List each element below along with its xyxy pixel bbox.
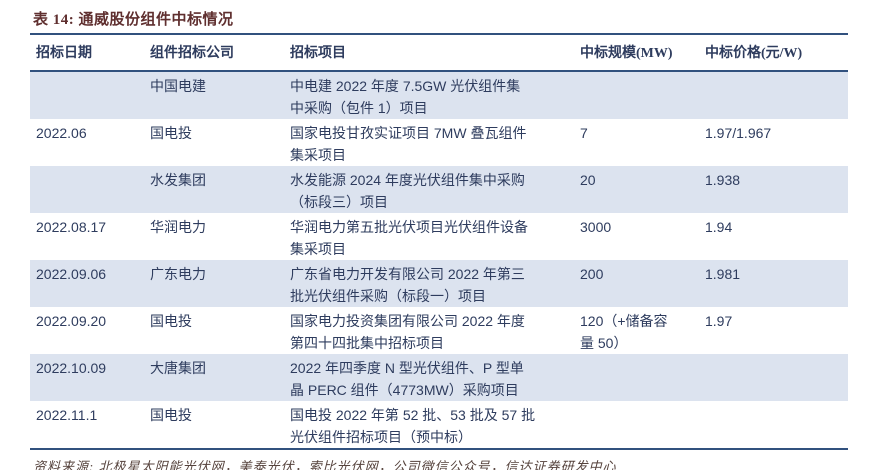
col-header-project: 招标项目	[290, 46, 346, 61]
cell-company: 国电投	[150, 407, 192, 423]
cell-bid-date: 2022.06	[36, 125, 87, 141]
cell-price	[705, 404, 854, 448]
cell-company: 水发集团	[150, 172, 206, 188]
cell-scale	[580, 357, 705, 401]
source-note: 资料来源: 北极星太阳能光伏网，美泰光伏，索比光伏网，公司微信公众号，信达证券研…	[33, 459, 617, 470]
cell-price: 1.97	[705, 313, 733, 329]
table-row: 2022.10.09 大唐集团 2022 年四季度 N 型光伏组件、P 型单 晶…	[30, 354, 848, 401]
cell-scale: 200	[580, 266, 604, 282]
cell-company: 国电投	[150, 313, 192, 329]
cell-company: 广东电力	[150, 266, 206, 282]
cell-price: 1.981	[705, 266, 741, 282]
cell-project: 水发能源 2024 年度光伏组件集中采购 （标段三）项目	[290, 172, 525, 210]
cell-project: 国家电力投资集团有限公司 2022 年度 第四十四批集中招标项目	[290, 313, 525, 351]
cell-company: 华润电力	[150, 219, 206, 235]
cell-scale: 120（+储备容 量 50）	[580, 313, 668, 351]
cell-bid-date	[36, 169, 150, 213]
cell-project: 国电投 2022 年第 52 批、53 批及 57 批 光伏组件招标项目（预中标…	[290, 407, 536, 445]
table-row: 水发集团 水发能源 2024 年度光伏组件集中采购 （标段三）项目 20 1.9…	[30, 166, 848, 213]
table-row: 2022.09.06 广东电力 广东省电力开发有限公司 2022 年第三 批光伏…	[30, 260, 848, 307]
title-underline	[30, 33, 848, 35]
cell-bid-date: 2022.08.17	[36, 219, 107, 235]
cell-company: 大唐集团	[150, 360, 206, 376]
cell-bid-date: 2022.10.09	[36, 360, 107, 376]
table-row: 中国电建 中电建 2022 年度 7.5GW 光伏组件集 中采购（包件 1）项目	[30, 72, 848, 119]
cell-scale	[580, 404, 705, 448]
table-row: 2022.06 国电投 国家电投甘孜实证项目 7MW 叠瓦组件 集采项目 7 1…	[30, 119, 848, 166]
cell-company: 中国电建	[150, 78, 206, 94]
cell-scale	[580, 75, 705, 119]
cell-company: 国电投	[150, 125, 192, 141]
cell-bid-date: 2022.09.06	[36, 266, 107, 282]
cell-project: 国家电投甘孜实证项目 7MW 叠瓦组件 集采项目	[290, 125, 527, 163]
table-row: 2022.11.1 国电投 国电投 2022 年第 52 批、53 批及 57 …	[30, 401, 848, 448]
col-header-scale-mw: 中标规模(MW)	[580, 46, 673, 61]
cell-scale: 3000	[580, 219, 612, 235]
cell-price: 1.97/1.967	[705, 125, 772, 141]
col-header-company: 组件招标公司	[150, 46, 234, 61]
table-bottom-border	[30, 448, 848, 450]
cell-bid-date: 2022.11.1	[36, 407, 98, 423]
col-header-bid-date: 招标日期	[36, 46, 92, 61]
cell-project: 华润电力第五批光伏项目光伏组件设备 集采项目	[290, 219, 528, 257]
cell-bid-date: 2022.09.20	[36, 313, 107, 329]
cell-price	[705, 75, 854, 119]
cell-price: 1.94	[705, 219, 733, 235]
cell-scale: 7	[580, 125, 588, 141]
table-row: 2022.09.20 国电投 国家电力投资集团有限公司 2022 年度 第四十四…	[30, 307, 848, 354]
col-header-price: 中标价格(元/W)	[705, 46, 803, 61]
table-header-row: 招标日期 组件招标公司 招标项目 中标规模(MW) 中标价格(元/W)	[30, 35, 848, 70]
table-row: 2022.08.17 华润电力 华润电力第五批光伏项目光伏组件设备 集采项目 3…	[30, 213, 848, 260]
cell-project: 中电建 2022 年度 7.5GW 光伏组件集 中采购（包件 1）项目	[290, 78, 521, 116]
table-title: 表 14: 通威股份组件中标情况	[33, 12, 234, 28]
cell-project: 广东省电力开发有限公司 2022 年第三 批光伏组件采购（标段一）项目	[290, 266, 525, 304]
header-divider	[30, 70, 848, 72]
cell-price: 1.938	[705, 172, 741, 188]
cell-price	[705, 357, 854, 401]
cell-scale: 20	[580, 172, 596, 188]
bid-table: 表 14: 通威股份组件中标情况 招标日期 组件招标公司 招标项目 中标规模(M…	[30, 8, 848, 470]
cell-project: 2022 年四季度 N 型光伏组件、P 型单 晶 PERC 组件（4773MW）…	[290, 360, 524, 398]
cell-bid-date	[36, 75, 150, 119]
